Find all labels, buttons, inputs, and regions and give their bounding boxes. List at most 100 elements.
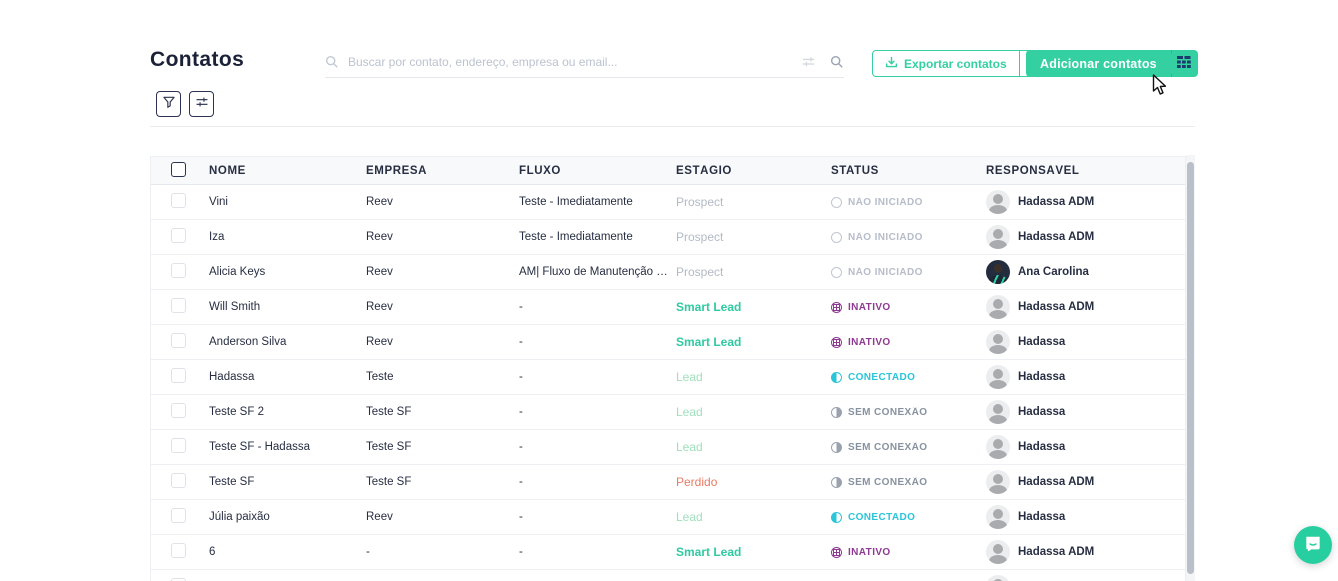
- contact-flow: -: [519, 476, 523, 488]
- search-input[interactable]: [348, 54, 801, 69]
- avatar: [986, 435, 1010, 459]
- contact-company: Reev: [366, 301, 393, 313]
- add-contacts-button-group: Adicionar contatos: [1026, 50, 1198, 77]
- row-checkbox[interactable]: [171, 543, 186, 558]
- contact-flow: -: [519, 511, 523, 523]
- contact-flow: -: [519, 546, 523, 558]
- table-row[interactable]: Will Smith Reev - Smart Lead INATIVO Had…: [151, 290, 1185, 325]
- status-inactive-icon: [831, 336, 842, 348]
- avatar: [986, 575, 1010, 581]
- contact-stage: Lead: [676, 370, 703, 384]
- table-row[interactable]: Anderson Silva Reev - Smart Lead INATIVO…: [151, 325, 1185, 360]
- table-row[interactable]: Teste SF 2 Teste SF - Lead SEM CONEXÃO H…: [151, 395, 1185, 430]
- contact-flow: -: [519, 406, 523, 418]
- contact-flow: -: [519, 441, 523, 453]
- contact-owner: Hadassa ADM: [986, 575, 1185, 581]
- contact-name: Vini: [209, 196, 228, 208]
- status-no-connection-icon: [831, 476, 842, 488]
- export-contacts-button-group: Exportar contatos: [872, 50, 1047, 77]
- table-row[interactable]: 6 - - Smart Lead INATIVO Hadassa ADM: [151, 535, 1185, 570]
- submit-search-icon[interactable]: [830, 55, 844, 69]
- avatar: [986, 365, 1010, 389]
- row-checkbox[interactable]: [171, 578, 186, 581]
- row-checkbox[interactable]: [171, 368, 186, 383]
- table-row[interactable]: Smart Lead INATIVO Hadassa ADM: [151, 570, 1185, 581]
- contact-status: INATIVO: [831, 546, 986, 558]
- contact-owner: Hadassa ADM: [986, 225, 1185, 249]
- contact-name: Anderson Silva: [209, 336, 287, 348]
- page-title: Contatos: [150, 48, 245, 71]
- contact-name: Alicia Keys: [209, 266, 266, 278]
- status-not-started-icon: [831, 196, 842, 208]
- contact-name: Will Smith: [209, 301, 261, 313]
- export-contacts-label: Exportar contatos: [904, 56, 1007, 71]
- contact-flow: -: [519, 301, 523, 313]
- add-contacts-button[interactable]: Adicionar contatos: [1026, 50, 1171, 77]
- chat-bubble-icon: [1303, 533, 1323, 558]
- contact-flow: -: [519, 371, 523, 383]
- contact-stage: Prospect: [676, 195, 724, 209]
- search-bar: [325, 46, 844, 78]
- contact-stage: Lead: [676, 440, 703, 454]
- contact-owner: Hadassa: [986, 365, 1185, 389]
- contact-flow: Teste - Imediatamente: [519, 196, 633, 208]
- contact-flow: -: [519, 336, 523, 348]
- contact-status: SEM CONEXÃO: [831, 406, 986, 418]
- status-not-started-icon: [831, 231, 842, 243]
- contact-status: NÃO INICIADO: [831, 231, 986, 243]
- avatar: [986, 470, 1010, 494]
- row-checkbox[interactable]: [171, 298, 186, 313]
- contact-stage: Prospect: [676, 265, 724, 279]
- row-checkbox[interactable]: [171, 263, 186, 278]
- contact-company: Reev: [366, 336, 393, 348]
- contact-status: CONECTADO: [831, 371, 986, 383]
- table-row[interactable]: Alicia Keys Reev AM| Fluxo de Manutenção…: [151, 255, 1185, 290]
- contact-company: Teste: [366, 371, 394, 383]
- table-row[interactable]: Teste SF - Hadassa Teste SF - Lead SEM C…: [151, 430, 1185, 465]
- chat-widget-button[interactable]: [1294, 526, 1332, 564]
- search-icon: [325, 55, 339, 69]
- row-checkbox[interactable]: [171, 403, 186, 418]
- header-divider: [150, 126, 1195, 127]
- advanced-filter-icon[interactable]: [801, 54, 816, 69]
- contact-company: Reev: [366, 511, 393, 523]
- contact-status: NÃO INICIADO: [831, 196, 986, 208]
- contact-status: INATIVO: [831, 336, 986, 348]
- sliders-icon: [195, 95, 209, 114]
- avatar: [986, 330, 1010, 354]
- table-row[interactable]: Hadassa Teste - Lead CONECTADO Hadassa: [151, 360, 1185, 395]
- status-connected-icon: [831, 371, 842, 383]
- avatar: [986, 400, 1010, 424]
- table-row[interactable]: Iza Reev Teste - Imediatamente Prospect …: [151, 220, 1185, 255]
- scrollbar-thumb[interactable]: [1187, 162, 1194, 574]
- grid-view-button[interactable]: [1171, 51, 1196, 76]
- contact-name: Teste SF - Hadassa: [209, 441, 310, 453]
- row-checkbox[interactable]: [171, 333, 186, 348]
- row-checkbox[interactable]: [171, 508, 186, 523]
- column-header-empresa: EMPRESA: [366, 164, 428, 177]
- add-contacts-label: Adicionar contatos: [1040, 56, 1157, 71]
- contact-owner: Hadassa: [986, 330, 1185, 354]
- download-icon: [885, 56, 898, 72]
- contact-name: 6: [209, 546, 216, 558]
- row-checkbox[interactable]: [171, 438, 186, 453]
- row-checkbox[interactable]: [171, 193, 186, 208]
- column-settings-button[interactable]: [189, 91, 214, 117]
- contacts-table: NOME EMPRESA FLUXO ESTÁGIO STATUS RESPON…: [150, 156, 1186, 581]
- avatar: [986, 190, 1010, 214]
- table-row[interactable]: Júlia paixão Reev - Lead CONECTADO Hadas…: [151, 500, 1185, 535]
- funnel-icon: [162, 95, 176, 114]
- contact-owner: Hadassa: [986, 400, 1185, 424]
- contact-company: Teste SF: [366, 441, 412, 453]
- export-options-dropdown[interactable]: [1018, 51, 1046, 76]
- grid-view-icon: [1176, 55, 1191, 73]
- row-checkbox[interactable]: [171, 228, 186, 243]
- funnel-filter-button[interactable]: [156, 91, 181, 117]
- row-checkbox[interactable]: [171, 473, 186, 488]
- table-row[interactable]: Teste SF Teste SF - Perdido SEM CONEXÃO …: [151, 465, 1185, 500]
- select-all-checkbox[interactable]: [171, 161, 186, 177]
- avatar: [986, 260, 1010, 284]
- table-row[interactable]: Vini Reev Teste - Imediatamente Prospect…: [151, 185, 1185, 220]
- export-contacts-button[interactable]: Exportar contatos: [873, 51, 1019, 76]
- contact-stage: Smart Lead: [676, 545, 742, 559]
